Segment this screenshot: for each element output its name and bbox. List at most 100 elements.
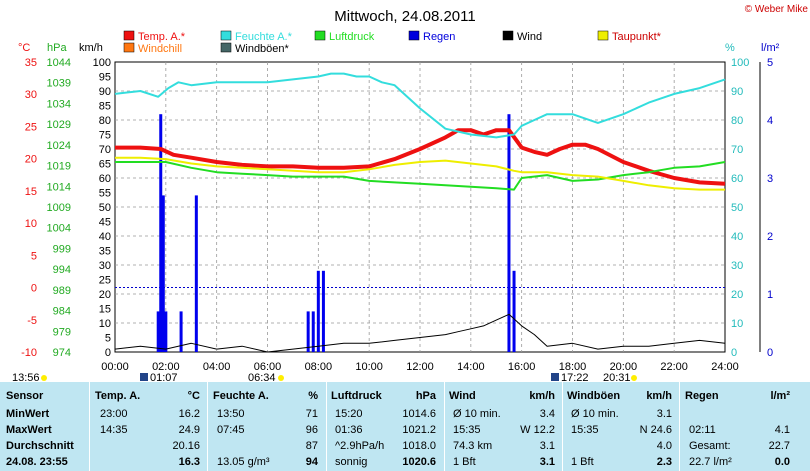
humidity-value: 71 [305, 408, 318, 420]
rain-tick-label: 1 [767, 289, 773, 301]
wind-label: Ø 10 min. [453, 408, 501, 420]
legend-label: Regen [423, 31, 455, 43]
x-tick-label: 00:00 [101, 361, 129, 373]
gust-value: 2.3 [656, 456, 672, 468]
humidity-tick-label: 50 [731, 202, 743, 214]
legend-label: Wind [517, 31, 542, 43]
pressure-tick-label: 1009 [47, 202, 71, 214]
wind-tick-label: 35 [99, 246, 111, 258]
wind-tick-label: 80 [99, 115, 111, 127]
humidity-time: 13.05 g/m³ [217, 456, 270, 468]
wind-tick-label: 85 [99, 101, 111, 113]
header-wind-unit: km/h [529, 390, 555, 402]
wind-value: 3.1 [539, 440, 555, 452]
temp-tick-label: 20 [25, 154, 37, 166]
rain-value: 22.7 [768, 440, 790, 452]
x-tick-label: 24:00 [711, 361, 739, 373]
x-tick-label: 14:00 [457, 361, 485, 373]
pressure-time: sonnig [335, 456, 368, 468]
pressure-tick-label: 994 [53, 264, 71, 276]
time-marker: 20:31 [603, 372, 631, 382]
rain-bar [507, 114, 511, 352]
temp-tick-label: -5 [27, 315, 37, 327]
series-line [115, 128, 726, 186]
pressure-tick-label: 1014 [47, 181, 71, 193]
time-marker: 13:56 [12, 372, 40, 382]
gust-value: 4.0 [656, 440, 672, 452]
pressure-tick-label: 999 [53, 243, 71, 255]
wind-value: 3.1 [539, 456, 555, 468]
temp-value: 16.3 [178, 456, 200, 468]
x-tick-label: 02:00 [152, 361, 180, 373]
x-tick-label: 22:00 [660, 361, 688, 373]
humidity-time: 07:45 [217, 424, 245, 436]
wind-label: 1 Bft [453, 456, 476, 468]
rain-bar [306, 311, 310, 352]
pressure-unit-label: hPa [47, 42, 67, 54]
humidity-time: 13:50 [217, 408, 245, 420]
header-wind: Wind [449, 390, 476, 402]
rain-tick-label: 0 [767, 347, 773, 359]
pressure-time: 15:20 [335, 408, 363, 420]
temp-value: 16.2 [178, 408, 200, 420]
rain-tick-label: 3 [767, 173, 773, 185]
header-gust-unit: km/h [646, 390, 672, 402]
gust-label: 15:35 [571, 424, 599, 436]
header-sensor: Sensor [6, 390, 44, 402]
humidity-tick-label: 40 [731, 231, 743, 243]
x-tick-label: 12:00 [406, 361, 434, 373]
header-humidity-unit: % [308, 390, 318, 402]
pressure-tick-label: 1029 [47, 119, 71, 131]
wind-tick-label: 5 [105, 333, 111, 345]
time-marker: 06:34 [248, 372, 276, 382]
wind-label: 74.3 km [453, 440, 493, 452]
row-label: Durchschnitt [6, 440, 74, 452]
wind-value: W 12.2 [520, 424, 555, 436]
humidity-tick-label: 80 [731, 115, 743, 127]
rain-value: 4.1 [774, 424, 790, 436]
legend-swatch [314, 30, 326, 41]
gust-label: Ø 10 min. [571, 408, 619, 420]
moon-icon [551, 373, 559, 381]
temp-tick-label: 25 [25, 121, 37, 133]
series-line [114, 313, 726, 353]
table-divider [562, 382, 563, 471]
humidity-tick-label: 100 [731, 57, 749, 69]
x-tick-label: 04:00 [203, 361, 231, 373]
pressure-tick-label: 984 [53, 306, 71, 318]
temp-time: 23:00 [100, 408, 128, 420]
pressure-value: 1021.2 [402, 424, 436, 436]
legend-label: Luftdruck [329, 31, 375, 43]
rain-bar [194, 195, 198, 352]
wind-tick-label: 45 [99, 217, 111, 229]
temp-value: 24.9 [178, 424, 200, 436]
pressure-value: 1018.0 [402, 440, 436, 452]
humidity-tick-label: 10 [731, 318, 743, 330]
sun-icon [631, 375, 637, 381]
temp-time: 14:35 [100, 424, 128, 436]
legend-label: Windchill [138, 43, 182, 55]
pressure-time: 01:36 [335, 424, 363, 436]
humidity-tick-label: 90 [731, 86, 743, 98]
weather-chart: Mittwoch, 24.08.2011 © Weber Mike Temp. A.… [12, 4, 809, 382]
credit-text: © Weber Mike [745, 4, 809, 15]
moon-icon [140, 373, 148, 381]
header-temp: Temp. A. [95, 390, 141, 402]
rain-bar [159, 114, 163, 352]
pressure-tick-label: 1004 [47, 223, 71, 235]
rain-tick-label: 5 [767, 57, 773, 69]
wind-tick-label: 70 [99, 144, 111, 156]
rain-unit-label: l/m² [761, 42, 780, 54]
wind-tick-label: 60 [99, 173, 111, 185]
chart-title: Mittwoch, 24.08.2011 [334, 8, 475, 25]
rain-label: 02:11 [689, 424, 716, 436]
rain-value: 0.0 [774, 456, 790, 468]
table-divider [444, 382, 445, 471]
wind-tick-label: 15 [99, 304, 111, 316]
pressure-tick-label: 1024 [47, 140, 71, 152]
wind-value: 3.4 [539, 408, 555, 420]
time-marker: 17:22 [561, 372, 589, 382]
sun-icon [41, 375, 47, 381]
x-tick-label: 10:00 [355, 361, 383, 373]
wind-tick-label: 90 [99, 86, 111, 98]
